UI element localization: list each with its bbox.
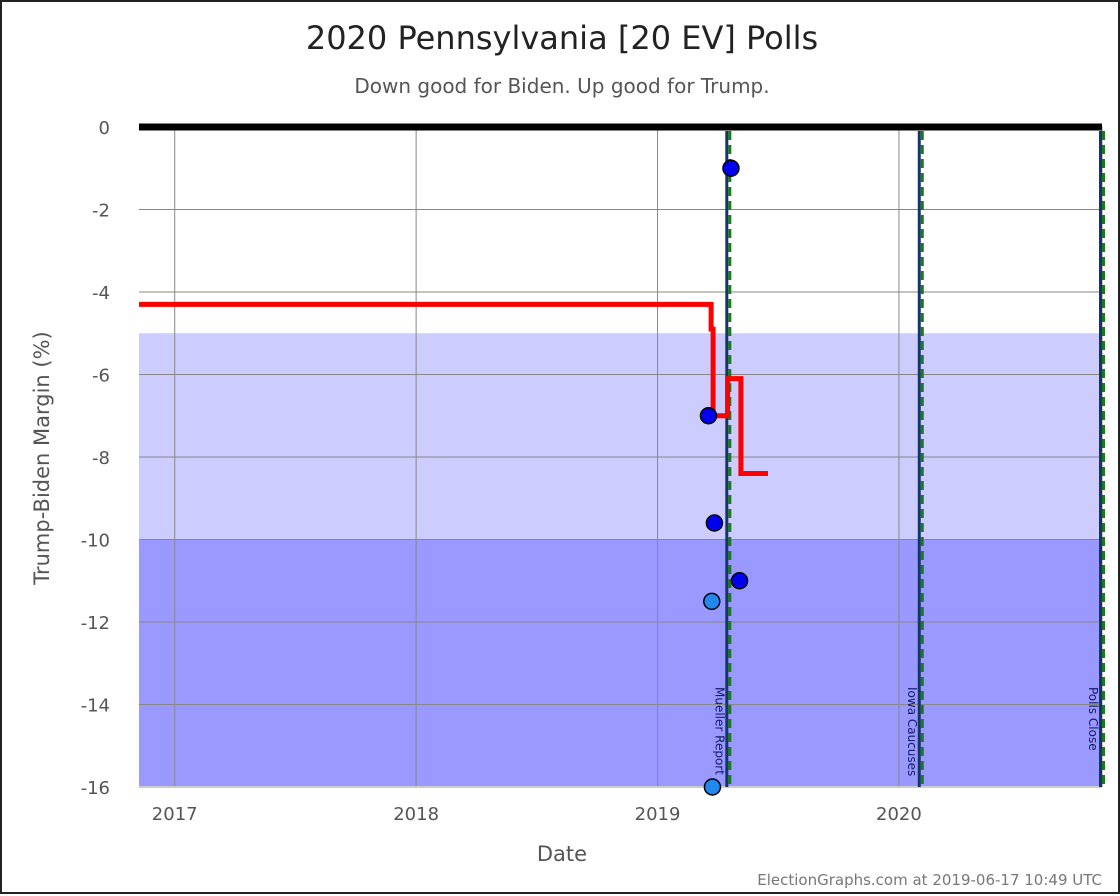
event-label: Mueller Report [712,687,726,775]
x-tick-label: 2018 [393,804,439,825]
y-tick-label: -4 [92,283,110,304]
margin-bands [139,333,1102,787]
y-tick-label: -16 [81,778,110,799]
credit-text: ElectionGraphs.com at 2019-06-17 10:49 U… [757,871,1102,889]
event-label: Polls Close [1086,687,1100,751]
margin-band [139,539,1102,787]
x-tick-label: 2019 [635,804,681,825]
y-tick-label: -14 [81,696,110,717]
poll-point [722,159,740,177]
x-tick-labels: 2017 2018 2019 2020 [152,804,922,825]
chart-subtitle: Down good for Biden. Up good for Trump. [354,74,769,98]
average-line [139,301,768,476]
poll-point [703,592,721,611]
y-tick-labels: 0 -2 -4 -6 -8 -10 -12 -14 -16 [81,118,110,799]
x-tick-label: 2020 [876,804,922,825]
y-tick-label: -10 [81,531,110,552]
margin-band [139,333,1102,540]
y-tick-label: -6 [92,366,110,387]
y-tick-label: -2 [92,201,110,222]
chart-title: 2020 Pennsylvania [20 EV] Polls [306,19,818,57]
y-axis-label: Trump-Biden Margin (%) [30,331,54,586]
y-tick-label: -8 [92,448,110,469]
event-markers: Mueller Report Iowa Caucuses Polls Close [712,131,1105,787]
poll-point [699,407,718,425]
x-tick-label: 2017 [152,804,198,825]
poll-point [705,514,724,532]
y-tick-label: -12 [81,613,110,634]
event-label: Iowa Caucuses [905,687,919,776]
y-tick-label: 0 [99,118,110,139]
x-axis-label: Date [537,842,587,866]
poll-points [699,159,749,796]
poll-point [730,572,749,590]
average-line-path [139,301,768,476]
poll-point [703,778,722,796]
